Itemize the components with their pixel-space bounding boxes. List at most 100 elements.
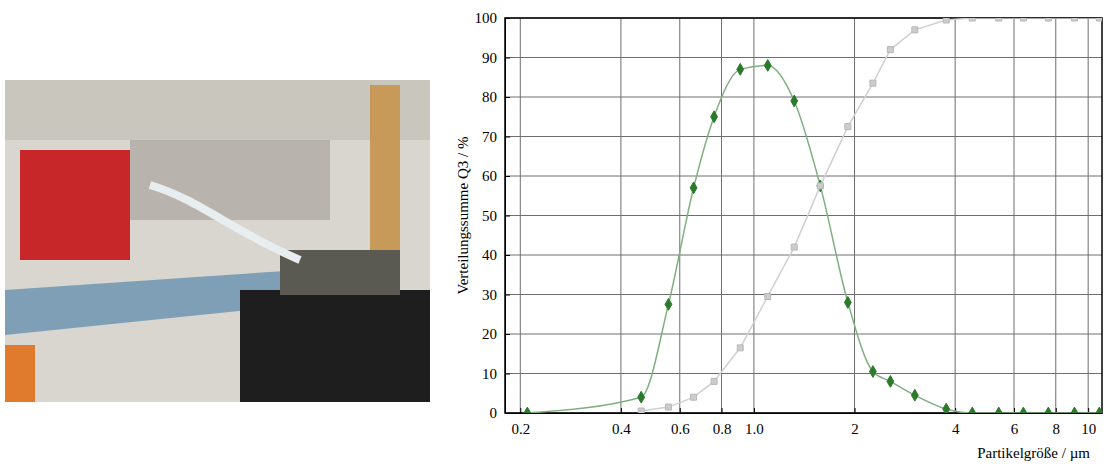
chart: 0.20.40.60.81.02468100102030405060708090… bbox=[455, 10, 1103, 461]
grid-line-y bbox=[505, 215, 1102, 216]
grid-line-y bbox=[505, 97, 1102, 98]
series-point bbox=[711, 111, 718, 123]
x-tick-mark bbox=[621, 408, 622, 413]
y-tick: 10 bbox=[482, 366, 510, 382]
x-tick-label: 4 bbox=[952, 421, 960, 437]
photo-cable-reel bbox=[5, 345, 35, 402]
series-point bbox=[691, 394, 697, 400]
plot-frame bbox=[505, 18, 1102, 413]
y-tick-label: 20 bbox=[482, 326, 497, 342]
x-tick-label: 0.2 bbox=[511, 421, 530, 437]
series-point bbox=[791, 95, 798, 107]
x-tick: 2 bbox=[851, 408, 859, 437]
x-tick-mark bbox=[680, 408, 681, 413]
series-point bbox=[845, 124, 851, 130]
x-tick: 1.0 bbox=[745, 408, 764, 437]
photo-hose bbox=[150, 185, 300, 260]
series-point bbox=[969, 407, 976, 413]
series-point bbox=[996, 18, 1002, 21]
series-point bbox=[1071, 18, 1077, 21]
y-tick-label: 30 bbox=[482, 287, 497, 303]
series-point bbox=[995, 407, 1002, 413]
y-tick-mark bbox=[505, 97, 510, 98]
grid-line-y bbox=[505, 373, 1102, 374]
series-point bbox=[1020, 18, 1026, 21]
y-tick: 70 bbox=[482, 129, 510, 145]
y-tick-mark bbox=[505, 137, 510, 138]
x-tick-label: 6 bbox=[1011, 421, 1019, 437]
series-point bbox=[844, 297, 851, 309]
y-tick: 20 bbox=[482, 326, 510, 342]
x-tick: 0.6 bbox=[671, 408, 690, 437]
x-tick-label: 0.8 bbox=[713, 421, 732, 437]
series-point bbox=[1045, 407, 1052, 413]
series-point bbox=[1045, 18, 1051, 21]
x-tick-label: 10 bbox=[1081, 421, 1096, 437]
series-point bbox=[665, 298, 672, 310]
y-tick: 90 bbox=[482, 50, 510, 66]
x-axis-title: Partikelgröße / µm bbox=[977, 445, 1090, 461]
y-tick: 60 bbox=[482, 168, 510, 184]
x-tick-mark bbox=[722, 408, 723, 413]
y-tick-mark bbox=[505, 413, 510, 414]
series-point bbox=[665, 404, 671, 410]
grid-line-y bbox=[505, 176, 1102, 177]
x-tick-label: 2 bbox=[851, 421, 859, 437]
x-tick-mark bbox=[754, 408, 755, 413]
plot-marks bbox=[524, 18, 1102, 413]
photo-case bbox=[240, 290, 430, 402]
y-tick-label: 40 bbox=[482, 247, 497, 263]
y-tick-mark bbox=[505, 334, 510, 335]
grid-line-y bbox=[505, 136, 1102, 137]
photo-background bbox=[5, 80, 430, 402]
series-point bbox=[638, 408, 644, 413]
series-point bbox=[765, 293, 771, 299]
series-point bbox=[737, 345, 743, 351]
grid-line-y bbox=[505, 294, 1102, 295]
series-point bbox=[943, 18, 949, 23]
x-tick-label: 8 bbox=[1053, 421, 1061, 437]
series-point bbox=[791, 244, 797, 250]
y-tick-mark bbox=[505, 176, 510, 177]
y-tick-label: 50 bbox=[482, 208, 497, 224]
photo-instrument-rail bbox=[130, 140, 330, 220]
y-tick: 100 bbox=[475, 10, 511, 26]
grid-line-y bbox=[505, 255, 1102, 256]
y-tick: 80 bbox=[482, 89, 510, 105]
y-tick: 40 bbox=[482, 247, 510, 263]
series-point bbox=[764, 60, 771, 72]
y-tick-label: 80 bbox=[482, 89, 497, 105]
series-point bbox=[1071, 407, 1078, 413]
y-tick-label: 0 bbox=[490, 405, 498, 421]
photo bbox=[5, 80, 430, 402]
y-tick-label: 60 bbox=[482, 168, 497, 184]
grid-line-y bbox=[505, 334, 1102, 335]
y-tick-label: 10 bbox=[482, 366, 497, 382]
y-tick-label: 70 bbox=[482, 129, 497, 145]
x-tick: 0.2 bbox=[511, 408, 530, 437]
series-point bbox=[887, 47, 893, 53]
series-point bbox=[943, 403, 950, 413]
series-point bbox=[911, 389, 918, 401]
x-tick-label: 1.0 bbox=[745, 421, 764, 437]
x-tick: 0.4 bbox=[612, 408, 631, 437]
x-tick-mark bbox=[855, 408, 856, 413]
grid bbox=[505, 18, 1102, 413]
series-point bbox=[1020, 407, 1027, 413]
series-point bbox=[711, 378, 717, 384]
x-tick-label: 0.6 bbox=[671, 421, 690, 437]
series-point bbox=[870, 366, 877, 378]
y-tick: 30 bbox=[482, 287, 510, 303]
series-point bbox=[870, 80, 876, 86]
photo-wall bbox=[5, 80, 430, 140]
y-axis-title: Verteilungssumme Q3 / % bbox=[455, 137, 471, 295]
series-line bbox=[641, 18, 1099, 411]
y-axis: 0 10 20 30 40 50 60 70 80 90 100 bbox=[475, 10, 511, 421]
series-point bbox=[817, 183, 823, 189]
y-tick: 0 bbox=[490, 405, 511, 421]
y-tick-label: 100 bbox=[475, 10, 498, 26]
series-point bbox=[1096, 407, 1102, 413]
series-point bbox=[638, 391, 645, 403]
series-point bbox=[887, 376, 894, 388]
photo-instrument bbox=[20, 150, 130, 260]
